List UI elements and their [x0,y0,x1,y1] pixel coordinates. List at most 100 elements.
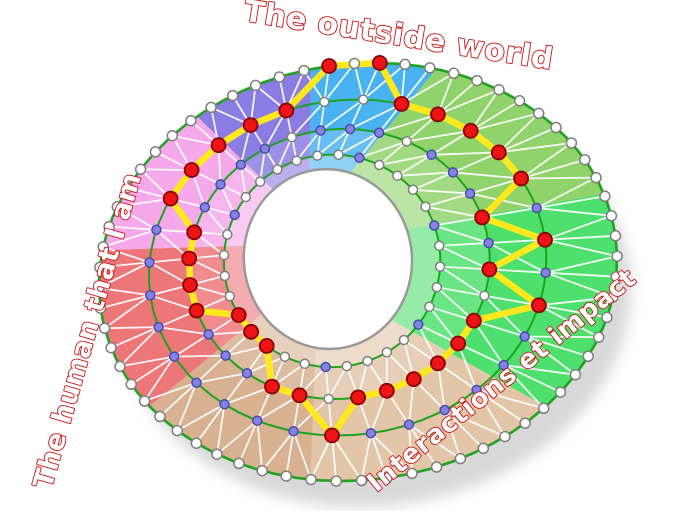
selected-node[interactable] [243,323,260,340]
wheel-node[interactable] [537,402,550,415]
wheel-node[interactable] [254,176,266,187]
wheel-node[interactable] [105,341,117,354]
wheel-node[interactable] [407,184,419,196]
selected-node[interactable] [429,355,446,372]
wheel-node[interactable] [315,125,326,136]
selected-node[interactable] [465,312,482,329]
wheel-node[interactable] [233,457,245,470]
wheel-node[interactable] [392,170,403,182]
wheel-node[interactable] [464,188,476,199]
wheel-node[interactable] [590,171,602,184]
wheel-node[interactable] [93,282,105,294]
wheel-node[interactable] [483,237,494,249]
wheel-node[interactable] [611,250,623,262]
selected-node[interactable] [321,58,338,74]
wheel-node[interactable] [434,261,446,272]
wheel-node[interactable] [599,190,611,203]
wheel-node[interactable] [607,291,619,303]
wheel-node[interactable] [224,290,236,302]
wheel-node[interactable] [229,209,240,221]
wheel-node[interactable] [291,155,302,166]
wheel-node[interactable] [333,149,344,160]
wheel-node[interactable] [280,470,292,482]
wheel-node[interactable] [153,321,164,333]
wheel-node[interactable] [98,322,111,334]
wheel-node[interactable] [149,146,162,158]
selected-node[interactable] [450,335,467,352]
wheel-node[interactable] [374,159,385,171]
wheel-node[interactable] [305,473,317,486]
wheel-node[interactable] [365,427,377,439]
wheel-node[interactable] [205,101,217,114]
wheel-node[interactable] [610,270,622,283]
wheel-node[interactable] [424,301,435,313]
wheel-node[interactable] [320,361,331,373]
wheel-node[interactable] [406,467,418,480]
selected-node[interactable] [462,122,479,139]
selected-node[interactable] [429,106,446,123]
wheel-node[interactable] [471,74,483,87]
wheel-node[interactable] [381,472,393,484]
wheel-node[interactable] [519,331,530,342]
wheel-node[interactable] [403,419,415,430]
wheel-node[interactable] [499,430,511,443]
wheel-node[interactable] [199,202,211,213]
wheel-node[interactable] [399,58,411,71]
wheel-node[interactable] [249,79,262,92]
wheel-node[interactable] [190,437,203,449]
selected-node[interactable] [182,277,198,293]
wheel-node[interactable] [256,464,268,477]
wheel-node[interactable] [211,448,223,460]
wheel-node[interactable] [355,474,368,487]
selected-node[interactable] [183,162,200,178]
wheel-node[interactable] [434,240,445,252]
wheel-node[interactable] [222,229,233,240]
selected-node[interactable] [291,387,308,404]
wheel-node[interactable] [94,302,107,314]
wheel-node[interactable] [348,57,361,70]
wheel-node[interactable] [288,425,299,437]
selected-node[interactable] [264,378,280,395]
wheel-node[interactable] [454,452,467,465]
wheel-node[interactable] [226,89,239,102]
wheel-node[interactable] [420,201,431,212]
wheel-node[interactable] [373,127,385,138]
selected-node[interactable] [188,302,205,319]
wheel-node[interactable] [103,220,115,233]
wheel-node[interactable] [220,350,231,361]
selected-node[interactable] [242,117,259,133]
wheel-node[interactable] [171,424,184,437]
selected-node[interactable] [513,170,529,187]
wheel-node[interactable] [166,129,179,142]
wheel-node[interactable] [94,261,106,274]
wheel-node[interactable] [138,395,151,407]
selected-node[interactable] [393,96,410,112]
wheel-node[interactable] [312,150,323,161]
selected-node[interactable] [181,250,198,267]
wheel-node[interactable] [191,377,202,388]
wheel-node[interactable] [519,417,531,429]
wheel-node[interactable] [413,319,424,330]
wheel-node[interactable] [582,350,594,363]
wheel-node[interactable] [532,107,545,120]
wheel-node[interactable] [493,84,505,96]
wheel-node[interactable] [398,334,410,346]
wheel-node[interactable] [554,386,567,398]
wheel-node[interactable] [144,257,155,268]
wheel-node[interactable] [298,64,310,77]
selected-node[interactable] [230,307,247,323]
selected-node[interactable] [378,382,395,399]
wheel-node[interactable] [259,143,271,154]
selected-node[interactable] [531,297,547,314]
wheel-node[interactable] [323,393,334,405]
wheel-node[interactable] [134,163,147,176]
wheel-node[interactable] [471,384,482,396]
wheel-node[interactable] [299,358,310,370]
wheel-node[interactable] [605,210,618,222]
wheel-node[interactable] [111,201,124,213]
selected-node[interactable] [162,190,179,207]
wheel-node[interactable] [273,71,286,83]
selected-node[interactable] [371,55,388,71]
selected-node[interactable] [537,231,553,248]
wheel-node[interactable] [569,368,582,381]
